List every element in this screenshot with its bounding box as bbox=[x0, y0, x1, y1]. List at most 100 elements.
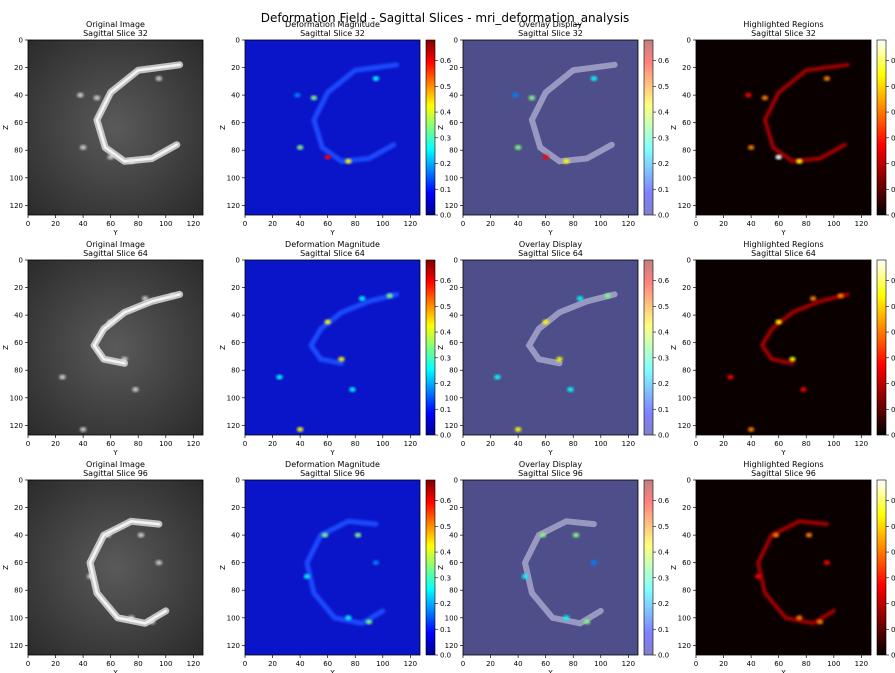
x-tick-label: 20 bbox=[719, 220, 728, 228]
x-tick-label: 100 bbox=[827, 440, 840, 448]
y-tick-label: 60 bbox=[682, 119, 691, 127]
axes-frame bbox=[695, 479, 872, 656]
colorbar-gradient bbox=[876, 479, 887, 656]
panel-title: Deformation Magnitude bbox=[285, 240, 380, 249]
hotspot bbox=[590, 76, 598, 81]
colorbar-tick-label: 0.3 bbox=[891, 134, 895, 142]
axes-frame bbox=[462, 479, 639, 656]
y-tick-label: 60 bbox=[14, 339, 23, 347]
panel-title: Original Image bbox=[86, 240, 145, 249]
x-axis-label: Y bbox=[329, 229, 335, 237]
hotspot bbox=[754, 574, 762, 579]
panel-title: Original Image bbox=[86, 460, 145, 469]
colorbar-tick-label: 0.0 bbox=[891, 432, 895, 440]
x-tick-label: 80 bbox=[569, 660, 578, 668]
hotspot bbox=[345, 615, 352, 621]
x-tick-label: 60 bbox=[323, 440, 332, 448]
y-tick-label: 20 bbox=[682, 64, 691, 72]
x-tick-label: 0 bbox=[461, 660, 465, 668]
y-tick-label: 40 bbox=[231, 312, 240, 320]
hotspot bbox=[276, 374, 283, 380]
hotspot bbox=[514, 145, 522, 150]
y-tick-label: 80 bbox=[14, 147, 23, 155]
image-area bbox=[28, 40, 203, 215]
y-tick-label: 0 bbox=[687, 257, 691, 265]
colorbar-tick-label: 0.2 bbox=[658, 160, 669, 168]
y-axis-label: Z bbox=[437, 345, 445, 350]
colorbar-tick-label: 0.3 bbox=[440, 354, 451, 362]
panel-subtitle: Sagittal Slice 64 bbox=[751, 249, 816, 258]
x-tick-label: 100 bbox=[159, 220, 172, 228]
y-tick-label: 20 bbox=[231, 64, 240, 72]
x-tick-label: 40 bbox=[296, 440, 305, 448]
colorbar-tick-label: 0.2 bbox=[440, 600, 451, 608]
axes-frame bbox=[27, 479, 204, 656]
x-axis-label: Y bbox=[112, 229, 118, 237]
hotspot bbox=[542, 154, 549, 160]
x-tick-label: 40 bbox=[514, 440, 523, 448]
y-tick-label: 100 bbox=[227, 614, 240, 622]
colorbar-tick-label: 0.5 bbox=[891, 303, 895, 311]
x-tick-label: 60 bbox=[106, 220, 115, 228]
colorbar-tick-label: 0.6 bbox=[440, 57, 452, 65]
colorbar-tick-label: 0.0 bbox=[658, 652, 669, 660]
x-tick-label: 100 bbox=[376, 660, 389, 668]
x-tick-label: 20 bbox=[51, 660, 60, 668]
panel-title: Deformation Magnitude bbox=[285, 460, 380, 469]
x-tick-label: 20 bbox=[51, 220, 60, 228]
y-tick-label: 100 bbox=[445, 394, 458, 402]
colorbar-tick-label: 0.4 bbox=[891, 109, 895, 117]
colorbar-tick-label: 0.6 bbox=[658, 57, 670, 65]
hotspot bbox=[324, 154, 331, 160]
panel-title: Deformation Magnitude bbox=[285, 20, 380, 29]
colorbar-tick-label: 0.2 bbox=[658, 380, 669, 388]
hotspot bbox=[107, 319, 114, 325]
y-tick-label: 20 bbox=[14, 64, 23, 72]
colorbar-tick-label: 0.1 bbox=[658, 186, 669, 194]
colorbar-tick-label: 0.1 bbox=[440, 186, 451, 194]
axes-frame bbox=[244, 259, 421, 436]
panel-grid: Original Image Sagittal Slice 32 0 20 40 60 80… bbox=[2, 20, 895, 673]
panel-subtitle: Sagittal Slice 32 bbox=[751, 29, 816, 38]
y-tick-label: 120 bbox=[678, 202, 691, 210]
y-tick-label: 40 bbox=[14, 532, 23, 540]
y-tick-label: 20 bbox=[682, 504, 691, 512]
y-tick-label: 60 bbox=[14, 559, 23, 567]
overlay-structure bbox=[521, 518, 604, 627]
x-tick-label: 60 bbox=[774, 660, 783, 668]
x-axis-label: Y bbox=[780, 449, 786, 457]
hotspot bbox=[563, 158, 570, 164]
y-tick-label: 20 bbox=[14, 284, 23, 292]
x-tick-label: 80 bbox=[134, 440, 143, 448]
y-tick-label: 0 bbox=[19, 37, 23, 45]
colorbar-tick-label: 0.1 bbox=[891, 406, 895, 414]
y-tick-label: 120 bbox=[227, 422, 240, 430]
colorbar-tick-label: 0.4 bbox=[440, 549, 452, 557]
x-tick-label: 0 bbox=[461, 440, 465, 448]
y-tick-label: 100 bbox=[678, 174, 691, 182]
hotspot bbox=[303, 574, 311, 579]
y-tick-label: 20 bbox=[449, 64, 458, 72]
y-tick-label: 120 bbox=[678, 422, 691, 430]
y-axis-label: Z bbox=[2, 565, 10, 570]
y-tick-label: 20 bbox=[682, 284, 691, 292]
y-tick-label: 60 bbox=[14, 119, 23, 127]
y-tick-label: 60 bbox=[682, 339, 691, 347]
x-tick-label: 40 bbox=[296, 220, 305, 228]
hotspot bbox=[539, 532, 547, 538]
colorbar-tick-label: 0.5 bbox=[658, 303, 669, 311]
hotspot bbox=[354, 532, 362, 538]
x-tick-label: 120 bbox=[404, 220, 417, 228]
y-tick-label: 120 bbox=[10, 422, 23, 430]
colorbar-tick-label: 0.4 bbox=[658, 329, 670, 337]
colorbar-tick-label: 0.2 bbox=[891, 160, 895, 168]
y-tick-label: 100 bbox=[10, 174, 23, 182]
y-tick-label: 100 bbox=[227, 174, 240, 182]
colorbar-gradient bbox=[425, 259, 436, 436]
axes-frame bbox=[695, 39, 872, 216]
hotspot bbox=[727, 374, 734, 380]
x-tick-label: 40 bbox=[79, 660, 88, 668]
